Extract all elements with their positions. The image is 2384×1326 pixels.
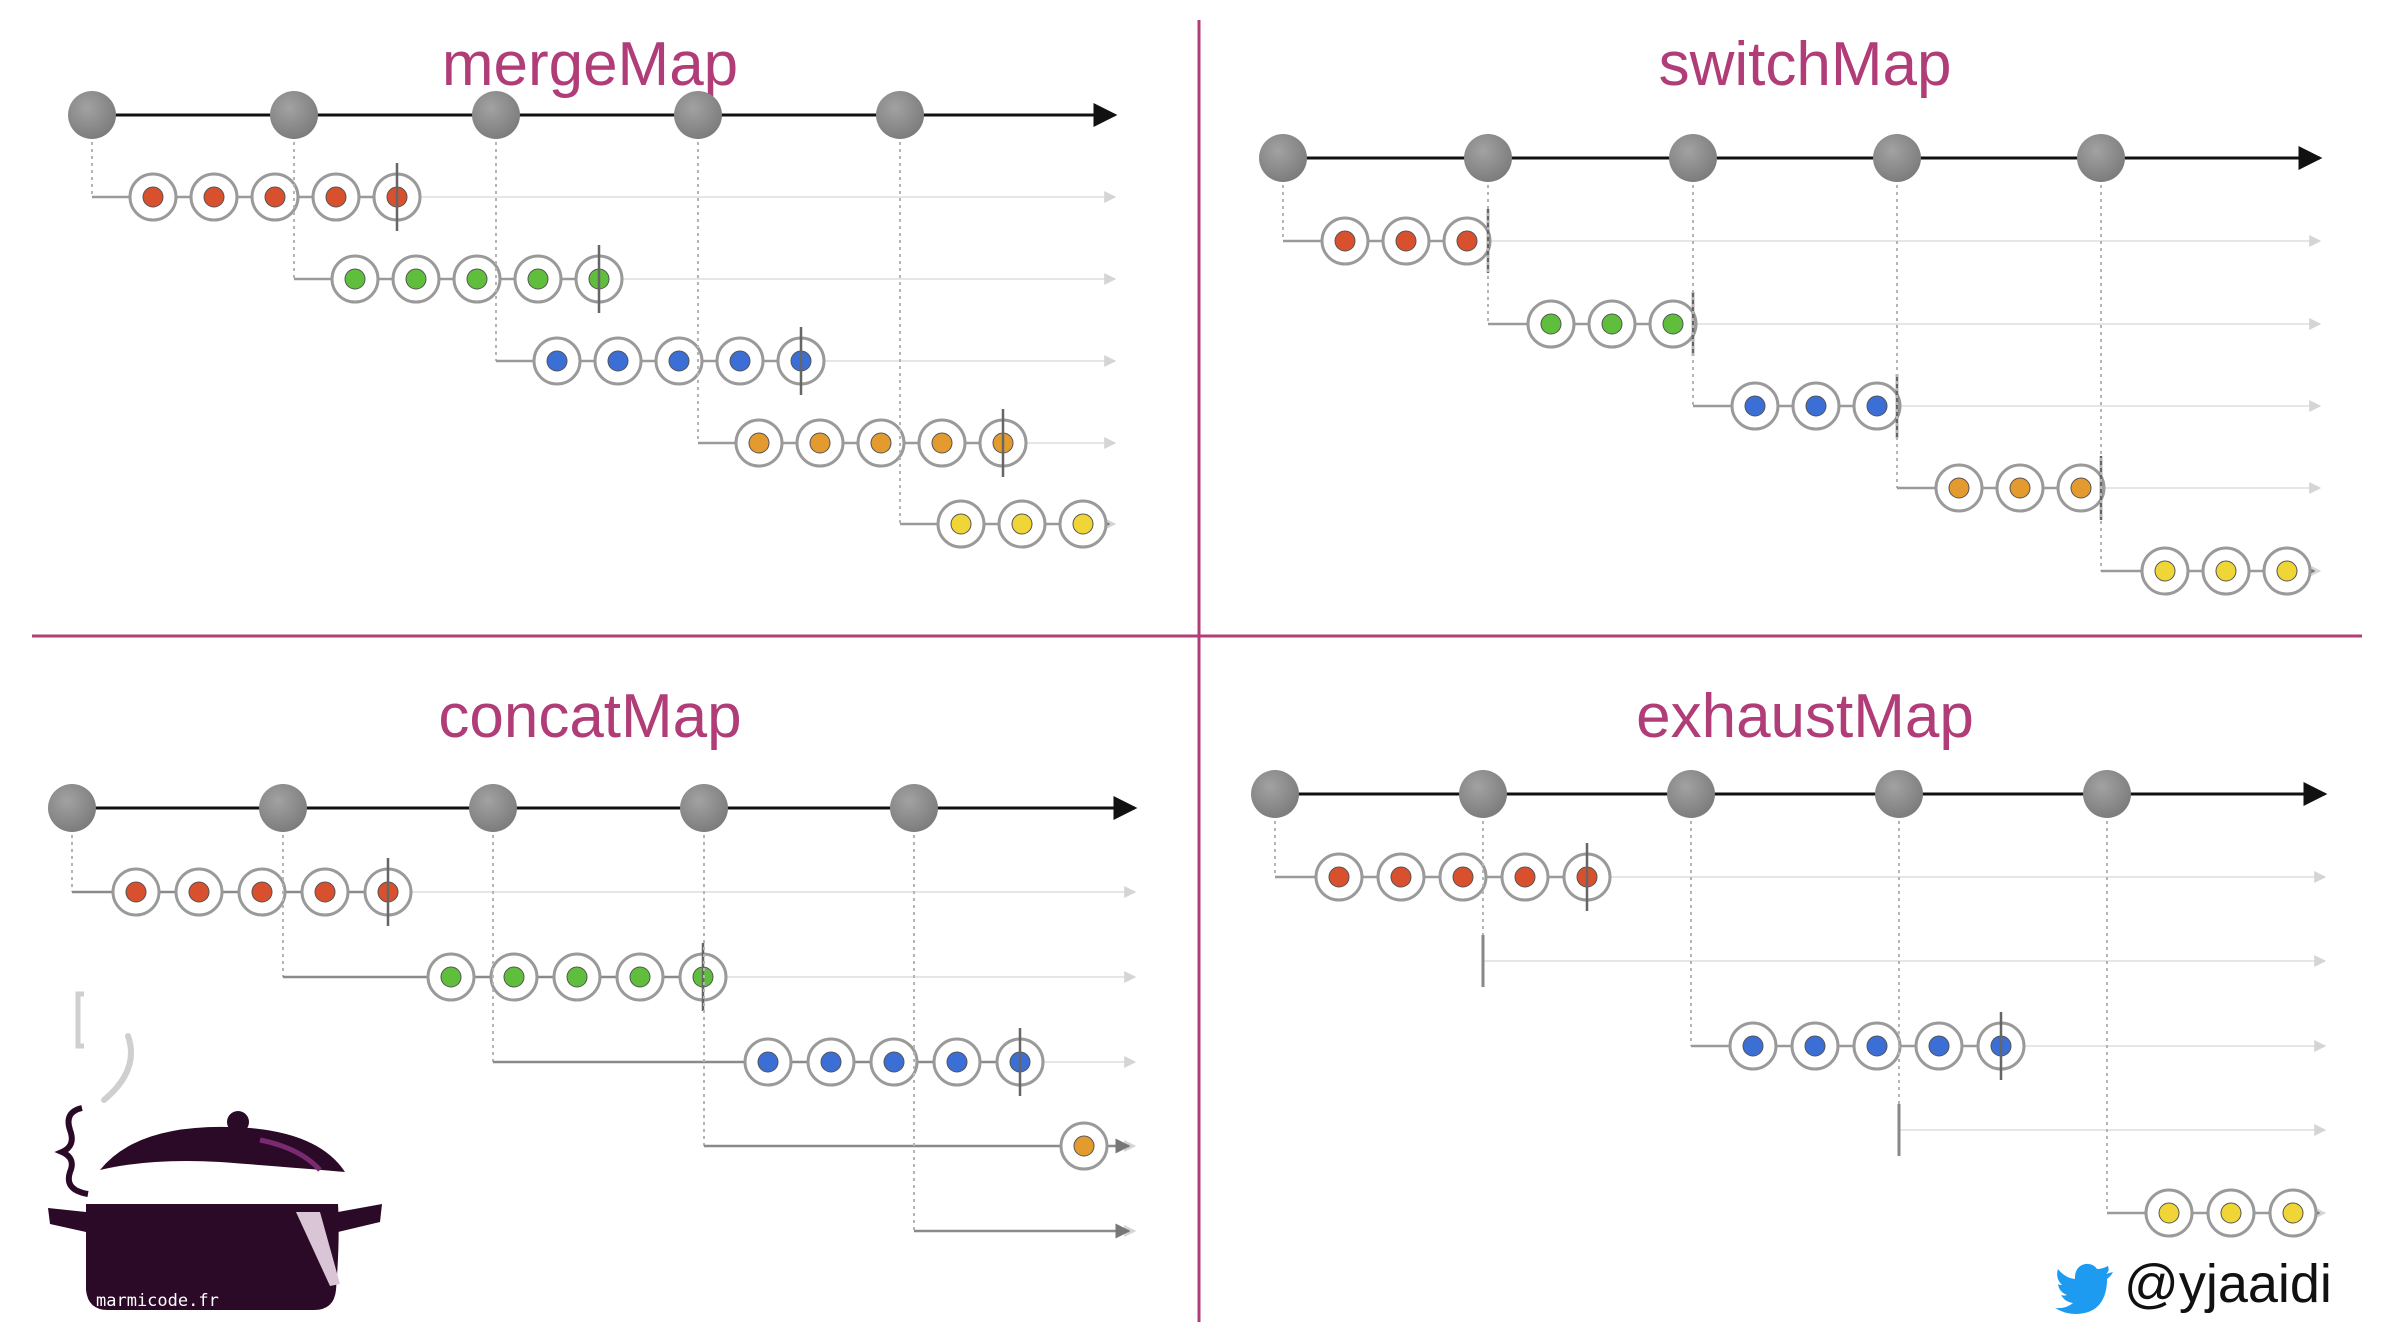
inner-marble-orange [2009, 477, 2031, 499]
inner-marble-blue [1928, 1035, 1950, 1057]
source-marble [1875, 770, 1923, 818]
inner-marble-blue [820, 1051, 842, 1073]
inner-marble-green [405, 268, 427, 290]
marble-diagrams [48, 91, 2328, 1239]
panel-title-switchmap: switchMap [1659, 30, 1952, 99]
inner-marble-blue [1744, 395, 1766, 417]
inner-marble-red [1452, 866, 1474, 888]
inner-marble-green [1662, 313, 1684, 335]
source-marble [1464, 134, 1512, 182]
inner-marble-green [1540, 313, 1562, 335]
inner-marble-blue [883, 1051, 905, 1073]
inner-marble-green [503, 966, 525, 988]
inner-marble-yellow [2154, 560, 2176, 582]
source-marble [1251, 770, 1299, 818]
inner-marble-red [1456, 230, 1478, 252]
inner-marble-red [125, 881, 147, 903]
inner-marble-blue [546, 350, 568, 372]
inner-marble-blue [1804, 1035, 1826, 1057]
inner-marble-orange [931, 432, 953, 454]
source-marble [68, 91, 116, 139]
inner-marble-blue [668, 350, 690, 372]
inner-marble-blue [1742, 1035, 1764, 1057]
source-marble [270, 91, 318, 139]
source-marble [2077, 134, 2125, 182]
inner-marble-blue [607, 350, 629, 372]
panel-title-mergemap: mergeMap [442, 30, 738, 99]
inner-marble-yellow [2158, 1202, 2180, 1224]
marble-panel-exhaustmap [1251, 770, 2328, 1238]
inner-marble-blue [1866, 1035, 1888, 1057]
cooking-pot-icon [48, 991, 382, 1310]
inner-marble-blue [946, 1051, 968, 1073]
panel-title-concatmap: concatMap [438, 682, 741, 751]
inner-marble-green [440, 966, 462, 988]
source-marble [1459, 770, 1507, 818]
inner-marble-orange [1073, 1135, 1095, 1157]
inner-marble-green [566, 966, 588, 988]
inner-marble-yellow [1011, 513, 1033, 535]
inner-marble-red [1328, 866, 1350, 888]
source-marble [1667, 770, 1715, 818]
source-marble [674, 91, 722, 139]
inner-marble-yellow [2282, 1202, 2304, 1224]
inner-marble-red [1390, 866, 1412, 888]
inner-marble-orange [870, 432, 892, 454]
source-marble [890, 784, 938, 832]
inner-marble-red [314, 881, 336, 903]
inner-marble-red [251, 881, 273, 903]
inner-marble-red [264, 186, 286, 208]
source-marble [680, 784, 728, 832]
inner-marble-red [325, 186, 347, 208]
marble-panel-switchmap [1259, 134, 2323, 596]
inner-marble-orange [1948, 477, 1970, 499]
inner-marble-green [527, 268, 549, 290]
source-marble [2083, 770, 2131, 818]
twitter-handle: @yjaaidi [2055, 1254, 2332, 1314]
panel-title-exhaustmap: exhaustMap [1636, 682, 1974, 751]
inner-marble-yellow [2220, 1202, 2242, 1224]
inner-marble-red [188, 881, 210, 903]
inner-marble-yellow [2276, 560, 2298, 582]
source-marble [48, 784, 96, 832]
inner-marble-red [1514, 866, 1536, 888]
inner-marble-green [344, 268, 366, 290]
marmicode-logo: marmicode.fr [48, 991, 382, 1311]
source-marble [1259, 134, 1307, 182]
inner-marble-red [1334, 230, 1356, 252]
source-marble [1873, 134, 1921, 182]
twitter-bird-icon [2055, 1263, 2113, 1314]
marble-panel-mergemap [68, 91, 1118, 549]
inner-marble-orange [2070, 477, 2092, 499]
source-marble [469, 784, 517, 832]
site-label: marmicode.fr [96, 1291, 219, 1311]
inner-marble-blue [1866, 395, 1888, 417]
inner-marble-blue [1805, 395, 1827, 417]
source-marble [259, 784, 307, 832]
inner-marble-orange [809, 432, 831, 454]
inner-marble-orange [748, 432, 770, 454]
inner-marble-green [466, 268, 488, 290]
inner-marble-blue [757, 1051, 779, 1073]
inner-marble-red [1395, 230, 1417, 252]
source-marble [472, 91, 520, 139]
source-marble [1669, 134, 1717, 182]
inner-marble-yellow [1072, 513, 1094, 535]
inner-marble-red [142, 186, 164, 208]
twitter-handle-text: @yjaaidi [2124, 1254, 2332, 1314]
inner-marble-red [203, 186, 225, 208]
inner-marble-yellow [2215, 560, 2237, 582]
source-marble [876, 91, 924, 139]
inner-marble-green [1601, 313, 1623, 335]
inner-marble-blue [729, 350, 751, 372]
inner-marble-green [629, 966, 651, 988]
inner-marble-yellow [950, 513, 972, 535]
marble-panel-concatmap [48, 784, 1138, 1239]
